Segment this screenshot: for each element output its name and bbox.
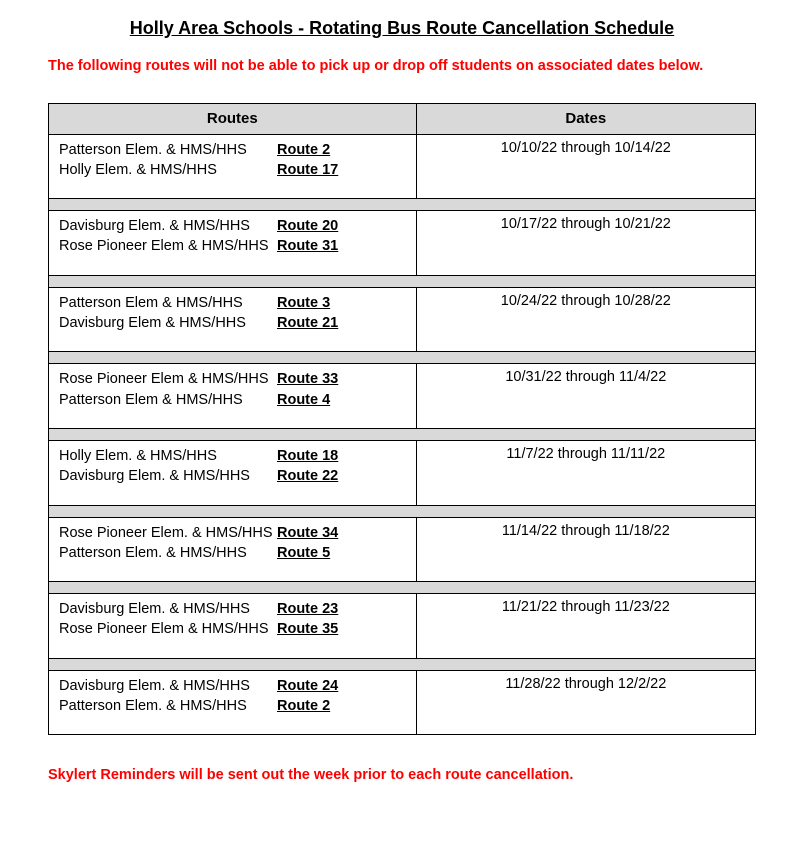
route-line: Davisburg Elem & HMS/HHSRoute 21 — [59, 313, 406, 333]
route-number: Route 23 — [277, 599, 338, 619]
dates-cell: 10/17/22 through 10/21/22 — [416, 211, 755, 276]
page-title: Holly Area Schools - Rotating Bus Route … — [48, 18, 756, 39]
route-school: Holly Elem. & HMS/HHS — [59, 446, 277, 466]
route-school: Davisburg Elem. & HMS/HHS — [59, 676, 277, 696]
col-header-dates: Dates — [416, 103, 755, 134]
routes-cell: Davisburg Elem. & HMS/HHSRoute 23Rose Pi… — [49, 594, 417, 659]
route-number: Route 35 — [277, 619, 338, 639]
route-line: Patterson Elem & HMS/HHSRoute 3 — [59, 293, 406, 313]
route-line: Rose Pioneer Elem & HMS/HHSRoute 35 — [59, 619, 406, 639]
route-line: Patterson Elem & HMS/HHSRoute 4 — [59, 390, 406, 410]
route-line: Rose Pioneer Elem & HMS/HHSRoute 33 — [59, 369, 406, 389]
routes-cell: Davisburg Elem. & HMS/HHSRoute 20Rose Pi… — [49, 211, 417, 276]
route-school: Patterson Elem. & HMS/HHS — [59, 140, 277, 160]
route-number: Route 24 — [277, 676, 338, 696]
route-line: Holly Elem. & HMS/HHSRoute 17 — [59, 160, 406, 180]
table-spacer-row — [49, 428, 756, 440]
route-line: Davisburg Elem. & HMS/HHSRoute 23 — [59, 599, 406, 619]
route-school: Rose Pioneer Elem & HMS/HHS — [59, 619, 277, 639]
table-header-row: Routes Dates — [49, 103, 756, 134]
route-number: Route 22 — [277, 466, 338, 486]
route-number: Route 3 — [277, 293, 330, 313]
route-school: Davisburg Elem & HMS/HHS — [59, 313, 277, 333]
table-spacer-cell — [49, 428, 756, 440]
route-line: Patterson Elem. & HMS/HHSRoute 5 — [59, 543, 406, 563]
route-number: Route 2 — [277, 696, 330, 716]
route-school: Patterson Elem. & HMS/HHS — [59, 696, 277, 716]
dates-cell: 10/31/22 through 11/4/22 — [416, 364, 755, 429]
route-school: Holly Elem. & HMS/HHS — [59, 160, 277, 180]
footer-note: Skylert Reminders will be sent out the w… — [48, 767, 756, 783]
table-row: Davisburg Elem. & HMS/HHSRoute 23Rose Pi… — [49, 594, 756, 659]
dates-cell: 10/10/22 through 10/14/22 — [416, 134, 755, 199]
routes-cell: Patterson Elem & HMS/HHSRoute 3Davisburg… — [49, 287, 417, 352]
page-container: Holly Area Schools - Rotating Bus Route … — [0, 0, 804, 803]
route-number: Route 20 — [277, 216, 338, 236]
route-line: Rose Pioneer Elem. & HMS/HHSRoute 34 — [59, 523, 406, 543]
route-school: Davisburg Elem. & HMS/HHS — [59, 466, 277, 486]
table-spacer-row — [49, 505, 756, 517]
table-spacer-row — [49, 275, 756, 287]
route-number: Route 17 — [277, 160, 338, 180]
route-line: Patterson Elem. & HMS/HHSRoute 2 — [59, 696, 406, 716]
route-school: Patterson Elem & HMS/HHS — [59, 390, 277, 410]
route-school: Rose Pioneer Elem & HMS/HHS — [59, 369, 277, 389]
table-spacer-cell — [49, 582, 756, 594]
route-school: Davisburg Elem. & HMS/HHS — [59, 599, 277, 619]
table-row: Holly Elem. & HMS/HHSRoute 18Davisburg E… — [49, 440, 756, 505]
table-spacer-row — [49, 352, 756, 364]
dates-cell: 11/21/22 through 11/23/22 — [416, 594, 755, 659]
route-number: Route 21 — [277, 313, 338, 333]
route-line: Davisburg Elem. & HMS/HHSRoute 20 — [59, 216, 406, 236]
table-row: Rose Pioneer Elem. & HMS/HHSRoute 34Patt… — [49, 517, 756, 582]
table-spacer-row — [49, 582, 756, 594]
route-number: Route 33 — [277, 369, 338, 389]
routes-cell: Rose Pioneer Elem. & HMS/HHSRoute 34Patt… — [49, 517, 417, 582]
table-row: Patterson Elem. & HMS/HHSRoute 2Holly El… — [49, 134, 756, 199]
schedule-table: Routes Dates Patterson Elem. & HMS/HHSRo… — [48, 103, 756, 736]
table-spacer-cell — [49, 275, 756, 287]
route-school: Rose Pioneer Elem. & HMS/HHS — [59, 523, 277, 543]
dates-cell: 11/14/22 through 11/18/22 — [416, 517, 755, 582]
route-school: Davisburg Elem. & HMS/HHS — [59, 216, 277, 236]
table-spacer-cell — [49, 505, 756, 517]
routes-cell: Holly Elem. & HMS/HHSRoute 18Davisburg E… — [49, 440, 417, 505]
cancellation-notice: The following routes will not be able to… — [48, 57, 756, 77]
col-header-routes: Routes — [49, 103, 417, 134]
dates-cell: 11/28/22 through 12/2/22 — [416, 670, 755, 735]
route-school: Patterson Elem & HMS/HHS — [59, 293, 277, 313]
route-number: Route 31 — [277, 236, 338, 256]
table-spacer-row — [49, 658, 756, 670]
route-number: Route 34 — [277, 523, 338, 543]
route-line: Davisburg Elem. & HMS/HHSRoute 22 — [59, 466, 406, 486]
route-line: Holly Elem. & HMS/HHSRoute 18 — [59, 446, 406, 466]
table-row: Davisburg Elem. & HMS/HHSRoute 24Patters… — [49, 670, 756, 735]
route-number: Route 2 — [277, 140, 330, 160]
route-school: Patterson Elem. & HMS/HHS — [59, 543, 277, 563]
route-number: Route 5 — [277, 543, 330, 563]
route-number: Route 18 — [277, 446, 338, 466]
route-line: Davisburg Elem. & HMS/HHSRoute 24 — [59, 676, 406, 696]
routes-cell: Rose Pioneer Elem & HMS/HHSRoute 33Patte… — [49, 364, 417, 429]
route-line: Patterson Elem. & HMS/HHSRoute 2 — [59, 140, 406, 160]
table-spacer-cell — [49, 352, 756, 364]
table-row: Rose Pioneer Elem & HMS/HHSRoute 33Patte… — [49, 364, 756, 429]
table-row: Patterson Elem & HMS/HHSRoute 3Davisburg… — [49, 287, 756, 352]
routes-cell: Patterson Elem. & HMS/HHSRoute 2Holly El… — [49, 134, 417, 199]
route-number: Route 4 — [277, 390, 330, 410]
route-line: Rose Pioneer Elem & HMS/HHSRoute 31 — [59, 236, 406, 256]
routes-cell: Davisburg Elem. & HMS/HHSRoute 24Patters… — [49, 670, 417, 735]
dates-cell: 11/7/22 through 11/11/22 — [416, 440, 755, 505]
table-spacer-cell — [49, 658, 756, 670]
table-spacer-row — [49, 199, 756, 211]
table-row: Davisburg Elem. & HMS/HHSRoute 20Rose Pi… — [49, 211, 756, 276]
table-spacer-cell — [49, 199, 756, 211]
dates-cell: 10/24/22 through 10/28/22 — [416, 287, 755, 352]
route-school: Rose Pioneer Elem & HMS/HHS — [59, 236, 277, 256]
